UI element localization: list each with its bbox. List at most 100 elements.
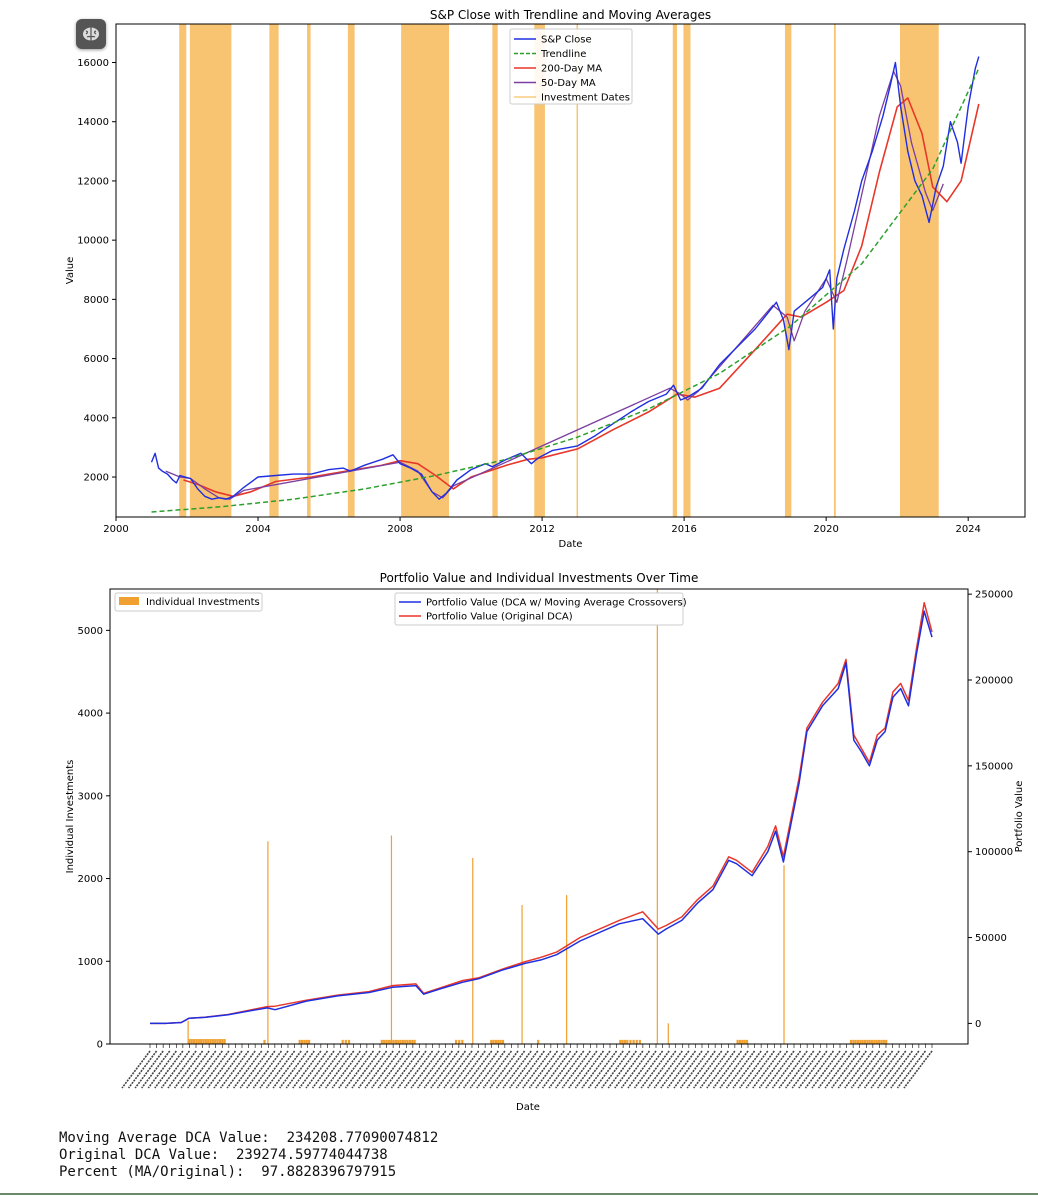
y-tick-label: 8000 — [84, 295, 109, 306]
investment-bar — [401, 1039, 405, 1044]
legend-swatch-individual-investments — [119, 597, 139, 605]
output-line-ma-dca: Moving Average DCA Value: 234208.7709007… — [59, 1130, 439, 1146]
investment-bar — [190, 1039, 193, 1044]
x-date-tick-label-mark — [187, 1050, 217, 1089]
investment-bar — [413, 1039, 416, 1044]
x-date-tick-label-mark — [331, 1050, 361, 1089]
x-date-tick-label-mark — [219, 1050, 250, 1089]
plot-frame — [115, 23, 1026, 518]
legend-label-50-day-ma: 50-Day MA — [541, 78, 596, 89]
investment-bar — [397, 1039, 400, 1044]
x-date-tick-label-mark — [679, 1050, 710, 1089]
investment-bar — [878, 1039, 881, 1044]
x-date-tick-label-mark — [436, 1050, 467, 1089]
legend-label-trendline: Trendline — [540, 49, 586, 60]
x-date-tick-label-mark — [265, 1050, 296, 1089]
x-date-tick-label-mark — [239, 1050, 269, 1089]
y2-tick-label: 150000 — [975, 761, 1013, 772]
x-date-tick-label-mark — [482, 1050, 513, 1089]
investment-bar — [619, 1039, 622, 1044]
y-axis-label: Value — [65, 257, 76, 284]
y-tick-label: 12000 — [77, 176, 109, 187]
x-date-tick-label-mark — [568, 1050, 598, 1089]
investment-bar — [882, 1039, 885, 1044]
investment-bar — [537, 1039, 540, 1044]
output-divider — [0, 1193, 1038, 1195]
y2-tick-label: 200000 — [975, 676, 1013, 687]
x-date-tick-label-mark — [371, 1050, 401, 1089]
x-date-tick-label-mark — [252, 1050, 283, 1089]
x-date-tick-label-mark — [811, 1050, 841, 1089]
x-date-tick-label-mark — [686, 1050, 716, 1089]
x-date-tick-label-mark — [515, 1050, 545, 1089]
x-date-tick-label-mark — [173, 1050, 204, 1089]
x-axis-label: Date — [559, 539, 583, 550]
brain-icon-button[interactable] — [76, 19, 106, 49]
x-date-tick-label-mark — [305, 1050, 335, 1089]
x-date-tick-label-mark — [193, 1050, 223, 1089]
investment-bar — [380, 1039, 383, 1044]
investment-bar — [341, 1039, 344, 1044]
investment-bar — [263, 1039, 266, 1044]
investment-bar — [195, 1039, 198, 1044]
x-date-tick-label-mark — [785, 1050, 815, 1089]
x-date-tick-label-mark — [456, 1050, 486, 1089]
x-tick-label: 2016 — [671, 524, 696, 535]
x-date-tick-label-mark — [765, 1050, 795, 1089]
x-date-tick-label-mark — [160, 1050, 191, 1089]
plot-frame — [109, 588, 969, 1045]
x-date-tick-label-mark — [732, 1050, 762, 1089]
investment-spike-bar — [390, 835, 393, 1044]
x-date-tick-label-mark — [154, 1050, 184, 1089]
x-date-tick-label-mark — [502, 1050, 532, 1089]
investment-bar — [394, 1039, 397, 1044]
x-date-tick-label-mark — [298, 1050, 329, 1089]
investment-bar — [863, 1039, 867, 1044]
x-date-tick-label-mark — [449, 1050, 480, 1089]
x-date-tick-label-mark — [417, 1050, 447, 1089]
x-date-tick-label-mark — [522, 1050, 552, 1089]
x-date-tick-label-mark — [614, 1050, 644, 1089]
x-date-tick-label-mark — [489, 1050, 519, 1089]
investment-bar — [347, 1039, 351, 1044]
x-date-tick-label-mark — [495, 1050, 526, 1089]
investment-bar — [866, 1039, 869, 1044]
y2-tick-label: 100000 — [975, 847, 1013, 858]
chart-title: Portfolio Value and Individual Investmen… — [380, 571, 699, 585]
x-date-tick-label-mark — [877, 1050, 907, 1089]
ma-dca-line — [150, 610, 933, 1025]
x-date-tick-label-mark — [824, 1050, 854, 1089]
investment-period-band — [833, 24, 836, 517]
x-tick-label: 2012 — [529, 524, 554, 535]
x-date-tick-label-mark — [167, 1050, 197, 1089]
investment-bar — [736, 1039, 739, 1044]
investment-bar — [875, 1039, 878, 1044]
x-date-tick-label-mark — [147, 1050, 177, 1089]
x-date-tick-label-mark — [200, 1050, 230, 1089]
original-dca-line — [150, 601, 933, 1025]
investment-bar — [305, 1039, 308, 1044]
x-date-tick-label-mark — [712, 1050, 743, 1089]
y-tick-label: 10000 — [77, 236, 109, 247]
x-date-tick-label-mark — [640, 1050, 670, 1089]
x-date-tick-label-mark — [180, 1050, 210, 1089]
investment-bar — [303, 1039, 306, 1044]
legend-label-200-day-ma: 200-Day MA — [541, 64, 602, 75]
investment-bar — [745, 1039, 749, 1044]
x-date-tick-label-mark — [660, 1050, 690, 1089]
y-tick-label: 1000 — [78, 957, 103, 968]
x-tick-label: 2000 — [103, 524, 128, 535]
y-tick-label: 5000 — [78, 626, 103, 637]
x-date-tick-label-mark — [817, 1050, 848, 1089]
y-tick-label: 14000 — [77, 117, 109, 128]
investment-period-band — [269, 24, 279, 517]
x-date-tick-label-mark — [798, 1050, 828, 1089]
x-tick-label: 2020 — [813, 524, 838, 535]
x-date-tick-label-mark — [745, 1050, 775, 1089]
x-date-tick-label-mark — [351, 1050, 381, 1089]
brain-icon — [83, 27, 99, 41]
x-date-tick-label-mark — [384, 1050, 414, 1089]
investment-period-band — [179, 24, 187, 517]
investment-bar — [406, 1039, 409, 1044]
x-date-tick-label-mark — [141, 1050, 171, 1089]
